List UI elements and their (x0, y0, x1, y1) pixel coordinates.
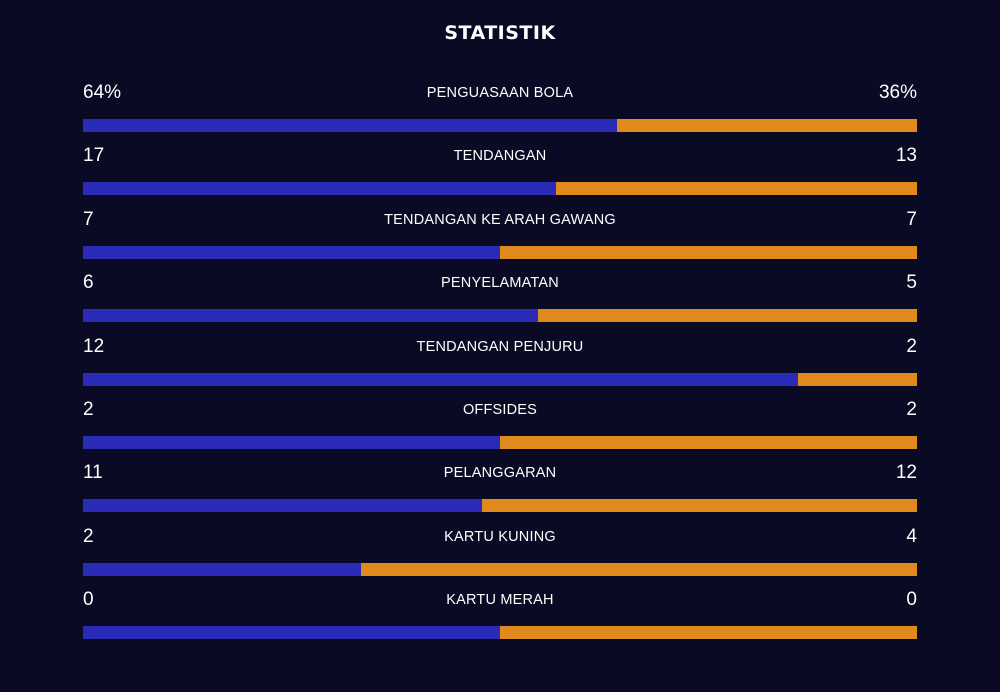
home-bar-fill (83, 372, 798, 386)
stat-bar (83, 499, 917, 513)
stat-row-pelanggaran: 11 PELANGGARAN 12 (83, 460, 917, 523)
away-bar-fill (555, 182, 917, 196)
home-value: 64% (83, 82, 122, 103)
away-value: 13 (895, 145, 917, 167)
away-value: 36% (878, 82, 917, 103)
away-value: 12 (895, 462, 917, 484)
stat-bar (83, 245, 917, 259)
stat-bar (83, 562, 917, 576)
stat-row-tendangan-penjuru: 12 TENDANGAN PENJURU 2 (83, 334, 917, 397)
home-value: 12 (83, 335, 105, 357)
away-bar-fill (500, 626, 917, 640)
home-value: 11 (83, 462, 103, 484)
away-bar-fill (500, 435, 917, 449)
stat-label: TENDANGAN (453, 148, 547, 165)
home-bar-fill (83, 435, 500, 449)
stat-row-tendangan-ke-arah-gawang: 7 TENDANGAN KE ARAH GAWANG 7 (83, 207, 917, 270)
away-value: 5 (906, 272, 917, 294)
stat-label: PENGUASAAN BOLA (426, 85, 574, 101)
stat-bar (83, 309, 917, 323)
home-value: 17 (83, 145, 105, 167)
away-value: 0 (906, 589, 917, 611)
home-bar-fill (83, 309, 538, 323)
home-bar-fill (83, 182, 556, 196)
home-value: 6 (83, 272, 94, 294)
away-bar-fill (500, 245, 917, 259)
stat-label: KARTU MERAH (446, 592, 554, 609)
home-bar-fill (83, 119, 617, 132)
stat-label: KARTU KUNING (444, 528, 556, 545)
away-bar-fill (537, 309, 917, 323)
away-bar-fill (360, 562, 917, 576)
home-bar-fill (83, 626, 500, 640)
away-bar-fill (797, 372, 917, 386)
stats-title: STATISTIK (444, 22, 556, 44)
home-bar-fill (83, 245, 500, 259)
stats-list: 64% PENGUASAAN BOLA 36% 17 TENDANGAN 13 … (83, 80, 917, 651)
stat-row-penguasaan-bola: 64% PENGUASAAN BOLA 36% (83, 80, 917, 143)
stat-label: PELANGGARAN (443, 465, 557, 482)
away-value: 7 (906, 208, 917, 230)
stat-bar (83, 372, 917, 386)
stat-bar (83, 182, 917, 196)
home-value: 7 (83, 208, 94, 230)
stat-row-kartu-kuning: 2 KARTU KUNING 4 (83, 524, 917, 587)
home-bar-fill (83, 499, 482, 513)
away-bar-fill (481, 499, 917, 513)
stat-label: TENDANGAN KE ARAH GAWANG (384, 211, 616, 228)
stat-bar (83, 626, 917, 640)
stat-row-offsides: 2 OFFSIDES 2 (83, 397, 917, 460)
away-value: 2 (906, 398, 917, 420)
stat-bar (83, 119, 917, 132)
home-value: 2 (83, 398, 94, 420)
away-value: 2 (906, 335, 917, 357)
stat-row-penyelamatan: 6 PENYELAMATAN 5 (83, 270, 917, 333)
away-value: 4 (906, 525, 917, 547)
stat-row-kartu-merah: 0 KARTU MERAH 0 (83, 587, 917, 650)
home-bar-fill (83, 562, 361, 576)
away-bar-fill (616, 119, 917, 132)
home-value: 0 (83, 589, 94, 611)
stat-bar (83, 435, 917, 449)
stat-label: PENYELAMATAN (441, 275, 559, 292)
stat-label: TENDANGAN PENJURU (416, 338, 584, 355)
home-value: 2 (83, 525, 94, 547)
stat-label: OFFSIDES (462, 401, 538, 418)
stat-row-tendangan: 17 TENDANGAN 13 (83, 143, 917, 206)
